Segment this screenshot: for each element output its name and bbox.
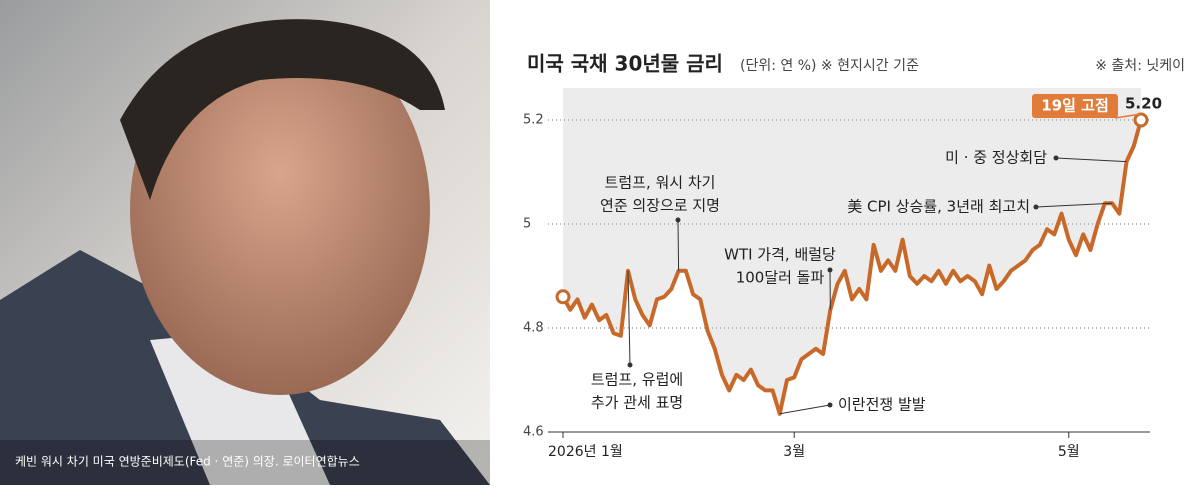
annotation-pointer [678,220,679,271]
annotation-dot [676,218,681,223]
annotation-dot [628,363,633,368]
end-point [557,291,569,303]
annotation-text: 트럼프, 유럽에 [591,371,683,389]
y-tick-label: 5.2 [523,113,544,128]
x-tick-label: 5월 [1058,444,1080,460]
x-tick-label: 3월 [783,444,805,460]
annotation-text: 19일 고점 [1041,97,1109,115]
source: ※ 출처: 닛케이 [1095,58,1185,74]
annotation-text: 미 · 중 정상회담 [945,149,1047,167]
chart-title: 미국 국채 30년물 금리 [527,52,723,76]
photo-caption: 케빈 워시 차기 미국 연방준비제도(Fed · 연준) 의장. 로이터연합뉴스 [15,455,360,469]
photo [0,0,490,485]
chart-subtitle: (단위: 연 %) ※ 현지시간 기준 [740,58,919,74]
annotation-dot [1054,156,1059,161]
annotation-text: 이란전쟁 발발 [838,396,926,414]
annotation-text: 추가 관세 표명 [591,394,683,412]
annotation-text: 연준 의장으로 지명 [600,197,720,215]
end-point [1135,114,1147,126]
annotation-text: WTI 가격, 배럴당 [724,246,836,264]
y-tick-label: 4.6 [523,425,544,440]
y-tick-label: 4.8 [523,321,544,336]
x-tick-label: 2026년 1월 [548,444,623,460]
annotation-dot [828,403,833,408]
annotation-text: 美 CPI 상승률, 3년래 최고치 [847,198,1030,216]
y-tick-label: 5 [523,217,531,232]
value-label: 5.20 [1125,95,1162,113]
annotation-text: 트럼프, 워시 차기 [605,174,716,192]
annotation-text: 100달러 돌파 [736,269,825,287]
annotation-dot [1034,205,1039,210]
annotation-dot [828,268,833,273]
